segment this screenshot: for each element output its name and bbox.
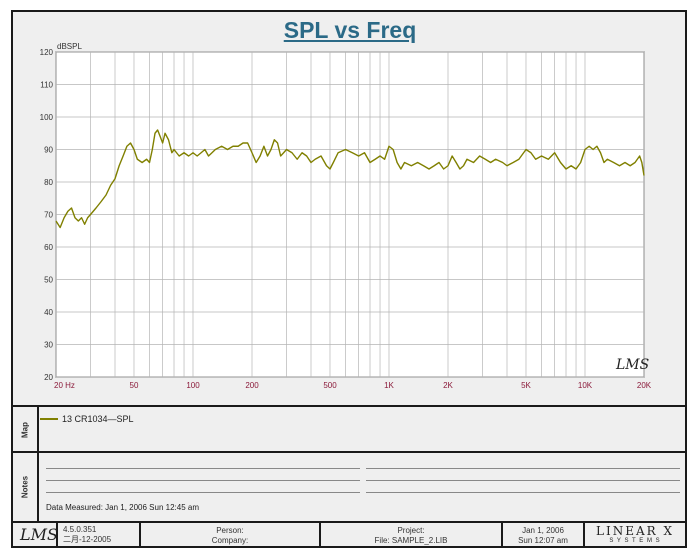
lms-logo: LMS [20,525,58,544]
y-tick-label: 40 [44,308,53,317]
y-tick-label: 60 [44,243,53,252]
notes-line [366,480,680,481]
x-tick-label: 2K [443,381,453,390]
spl-chart: 20 30 40 50 60 70 80 90 100 110 120 20 Hz 50 100 200 50… [40,42,652,390]
company-label: Company: [211,536,249,545]
x-tick-label: 100 [186,381,200,390]
version-text: 4.5.0.351 [63,525,97,534]
person-label: Person: [216,526,244,535]
y-tick-label: 110 [40,81,53,90]
notes-line [46,492,360,493]
x-tick-label: 20 Hz [54,381,75,390]
map-panel: Map [13,405,685,452]
series-line [55,129,645,229]
brand-cell: LINEAR X S Y S T E M S [585,524,685,544]
y-tick-label: 100 [40,113,54,122]
y-tick-label: 20 [44,373,53,382]
file-label: File: SAMPLE_2.LIB [374,536,448,545]
lms-watermark: LMS [615,357,649,373]
x-tick-label: 200 [245,381,259,390]
x-tick-label: 5K [521,381,531,390]
x-tick-label: 10K [578,381,593,390]
footer-bar: LMS 4.5.0.351 二月-12-2005 Person: Company… [13,521,685,546]
project-label: Project: [397,526,425,535]
y-tick-label: 90 [44,146,53,155]
y-tick-label: 120 [40,48,54,57]
y-tick-label: 30 [44,341,53,350]
x-tick-label: 500 [323,381,337,390]
y-tick-label: 80 [44,178,53,187]
footer-project-cell: Project: File: SAMPLE_2.LIB [321,523,503,546]
footer-person-cell: Person: Company: [141,523,321,546]
x-tick-label: 50 [130,381,139,390]
legend-swatch [40,418,58,420]
footer-time: Sun 12:07 am [518,536,568,545]
y-tick-label: 70 [44,211,53,220]
footer-date: Jan 1, 2006 [522,526,564,535]
notes-line [366,492,680,493]
brand-subtitle: S Y S T E M S [609,538,661,544]
notes-line [46,480,360,481]
y-axis-label: dBSPL [57,42,82,51]
notes-side-label: Notes [13,453,39,521]
notes-line [366,468,680,469]
build-date-text: 二月-12-2005 [63,535,112,544]
x-tick-label: 1K [384,381,394,390]
map-side-label: Map [13,407,39,452]
notes-panel: Notes [13,451,685,521]
footer-date-cell: Jan 1, 2006 Sun 12:07 am [503,523,585,546]
x-tick-label: 20K [637,381,652,390]
y-tick-label: 50 [44,276,53,285]
footer-logo-cell: LMS [13,523,58,546]
brand-logo: LINEAR X [595,524,675,538]
data-measured: Data Measured: Jan 1, 2006 Sun 12:45 am [46,503,199,512]
legend-series-name: 13 CR1034—SPL [62,414,134,424]
chart-title: SPL vs Freq [283,17,417,43]
legend-entry: 13 CR1034—SPL [40,414,134,424]
notes-line [46,468,360,469]
footer-version-cell: 4.5.0.351 二月-12-2005 [58,523,141,546]
